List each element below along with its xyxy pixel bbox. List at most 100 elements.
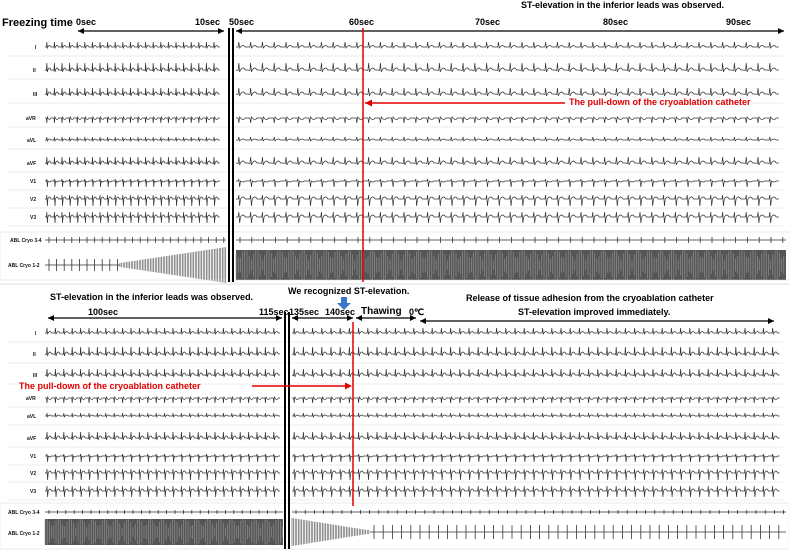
top-cryo34-right	[236, 237, 786, 243]
time-0sec: 0sec	[76, 17, 97, 27]
bottom-cryo12-left-spikes	[44, 519, 283, 545]
top-trace-V1-seg1	[236, 178, 779, 188]
lead-label-V3-top: V3	[30, 215, 37, 221]
lead-label-III-bottom: III	[33, 373, 38, 379]
bottom-trace-I-seg1	[292, 327, 780, 336]
top-cryo-frame	[0, 231, 789, 281]
bottom-trace-aVL-seg1	[292, 412, 780, 418]
top-trace-aVL-seg1	[236, 136, 779, 142]
bottom-trace-V1-seg0	[45, 453, 281, 463]
lead-label-II-bottom: II	[33, 352, 36, 358]
top-cryo34-left	[45, 237, 226, 243]
bottom-trace-V3-seg1	[292, 485, 780, 498]
top-trace-III-seg0	[44, 87, 220, 97]
lead-label-cryo34-bottom: ABL Cryo 3-4	[8, 510, 40, 516]
top-freeze-arrow-left-head-left	[78, 28, 84, 34]
time-100sec: 100sec	[88, 307, 119, 317]
top-trace-I-seg0	[45, 41, 220, 50]
bottom-trace-I-seg0	[45, 327, 281, 336]
top-st-elevation-note: ST-elevation in the inferior leads was o…	[521, 0, 725, 10]
top-trace-aVR-seg1	[236, 116, 779, 124]
top-freeze-arrow-left-head-right	[218, 28, 224, 34]
bottom-arrow-135-140-head-right	[347, 315, 353, 321]
bottom-cryo12-right-sparse	[370, 525, 786, 539]
bottom-arrow-135-140-head-left	[292, 315, 298, 321]
bottom-st-elevation-note: ST-elevation in the inferior leads was o…	[50, 292, 254, 302]
top-cryo12-left-sparse	[45, 259, 120, 271]
time-135sec: 135sec	[289, 307, 320, 317]
blue-down-arrow-head	[337, 303, 351, 310]
bottom-cryo12-thaw-burst	[291, 518, 370, 546]
lead-label-aVF-bottom: aVF	[27, 436, 37, 442]
bottom-trace-V2-seg0	[45, 468, 281, 481]
lead-label-I-bottom: I	[35, 331, 37, 337]
lead-label-III-top: III	[33, 92, 38, 98]
bottom-trace-II-seg1	[291, 346, 780, 357]
bottom-cryo34-left	[45, 510, 283, 514]
bottom-cryo-frame	[0, 502, 789, 550]
lead-label-V3-bottom: V3	[30, 489, 37, 495]
lead-label-aVL-bottom: aVL	[27, 414, 37, 420]
lead-label-cryo12-bottom: ABL Cryo 1-2	[8, 531, 40, 537]
st-improved-note: ST-elevation improved immediately.	[518, 307, 671, 317]
blue-down-arrow-stem	[341, 297, 347, 303]
bottom-trace-III-seg0	[44, 368, 281, 378]
thawing-label: Thawing	[361, 306, 402, 317]
time-50sec: 50sec	[229, 17, 255, 27]
bottom-arrow-release-head-right	[768, 318, 774, 324]
zero-celsius-label: 0℃	[409, 307, 425, 317]
bottom-trace-aVL-seg0	[45, 412, 281, 419]
top-pulldown-label: The pull-down of the cryoablation cathet…	[569, 97, 751, 107]
lead-label-II-top: II	[33, 68, 36, 74]
lead-label-aVR-top: aVR	[26, 116, 36, 122]
time-90sec: 90sec	[726, 17, 752, 27]
recognized-st-elevation-note: We recognized ST-elevation.	[288, 286, 410, 296]
top-trace-II-seg1	[235, 62, 779, 73]
lead-label-cryo34-top: ABL Cryo 3-4	[10, 238, 42, 244]
top-trace-V3-seg0	[45, 211, 220, 224]
bottom-trace-aVR-seg1	[292, 395, 780, 404]
bottom-trace-II-seg0	[44, 346, 281, 357]
top-cryo12-right-spikes	[235, 250, 785, 280]
top-trace-aVL-seg0	[45, 136, 220, 143]
bottom-arrow-100-115-head-right	[276, 315, 282, 321]
top-trace-V3-seg1	[236, 211, 779, 224]
lead-label-aVF-top: aVF	[27, 161, 37, 167]
lead-label-aVL-top: aVL	[27, 138, 37, 144]
top-trace-V2-seg1	[236, 194, 779, 207]
lead-label-V2-top: V2	[30, 197, 37, 203]
bottom-trace-V3-seg0	[45, 485, 281, 498]
time-70sec: 70sec	[475, 17, 501, 27]
top-cryo12-left-burst	[119, 247, 226, 283]
top-trace-aVR-seg0	[45, 115, 220, 124]
lead-label-V1-bottom: V1	[30, 454, 37, 460]
bottom-trace-aVF-seg0	[44, 431, 281, 441]
top-freeze-arrow-right-head-right	[778, 28, 784, 34]
lead-label-cryo12-top: ABL Cryo 1-2	[8, 263, 40, 269]
lead-label-V2-bottom: V2	[30, 471, 37, 477]
freezing-time-label: Freezing time	[2, 17, 73, 29]
time-80sec: 80sec	[603, 17, 629, 27]
lead-label-V1-top: V1	[30, 179, 37, 185]
top-trace-II-seg0	[44, 62, 220, 73]
bottom-trace-V1-seg1	[292, 453, 780, 463]
top-trace-aVF-seg1	[235, 156, 779, 166]
top-trace-I-seg1	[236, 41, 779, 49]
bottom-pulldown-label: The pull-down of the cryoablation cathet…	[19, 381, 201, 391]
bottom-cryo34-right	[292, 510, 786, 514]
top-freeze-arrow-right-head-left	[236, 28, 242, 34]
time-140sec: 140sec	[325, 307, 356, 317]
bottom-trace-aVF-seg1	[291, 431, 780, 441]
top-trace-V2-seg0	[45, 194, 220, 207]
top-trace-III-seg1	[235, 87, 779, 97]
bottom-arrow-100-115-head-left	[48, 315, 54, 321]
top-trace-aVF-seg0	[44, 156, 220, 166]
bottom-arrow-release-head-left	[420, 318, 426, 324]
bottom-arrow-thawing-head-right	[410, 315, 416, 321]
bottom-trace-III-seg1	[291, 368, 780, 378]
bottom-trace-V2-seg1	[292, 468, 780, 481]
bottom-arrow-thawing-head-left	[356, 315, 362, 321]
time-60sec: 60sec	[349, 17, 375, 27]
lead-label-I-top: I	[35, 45, 37, 51]
